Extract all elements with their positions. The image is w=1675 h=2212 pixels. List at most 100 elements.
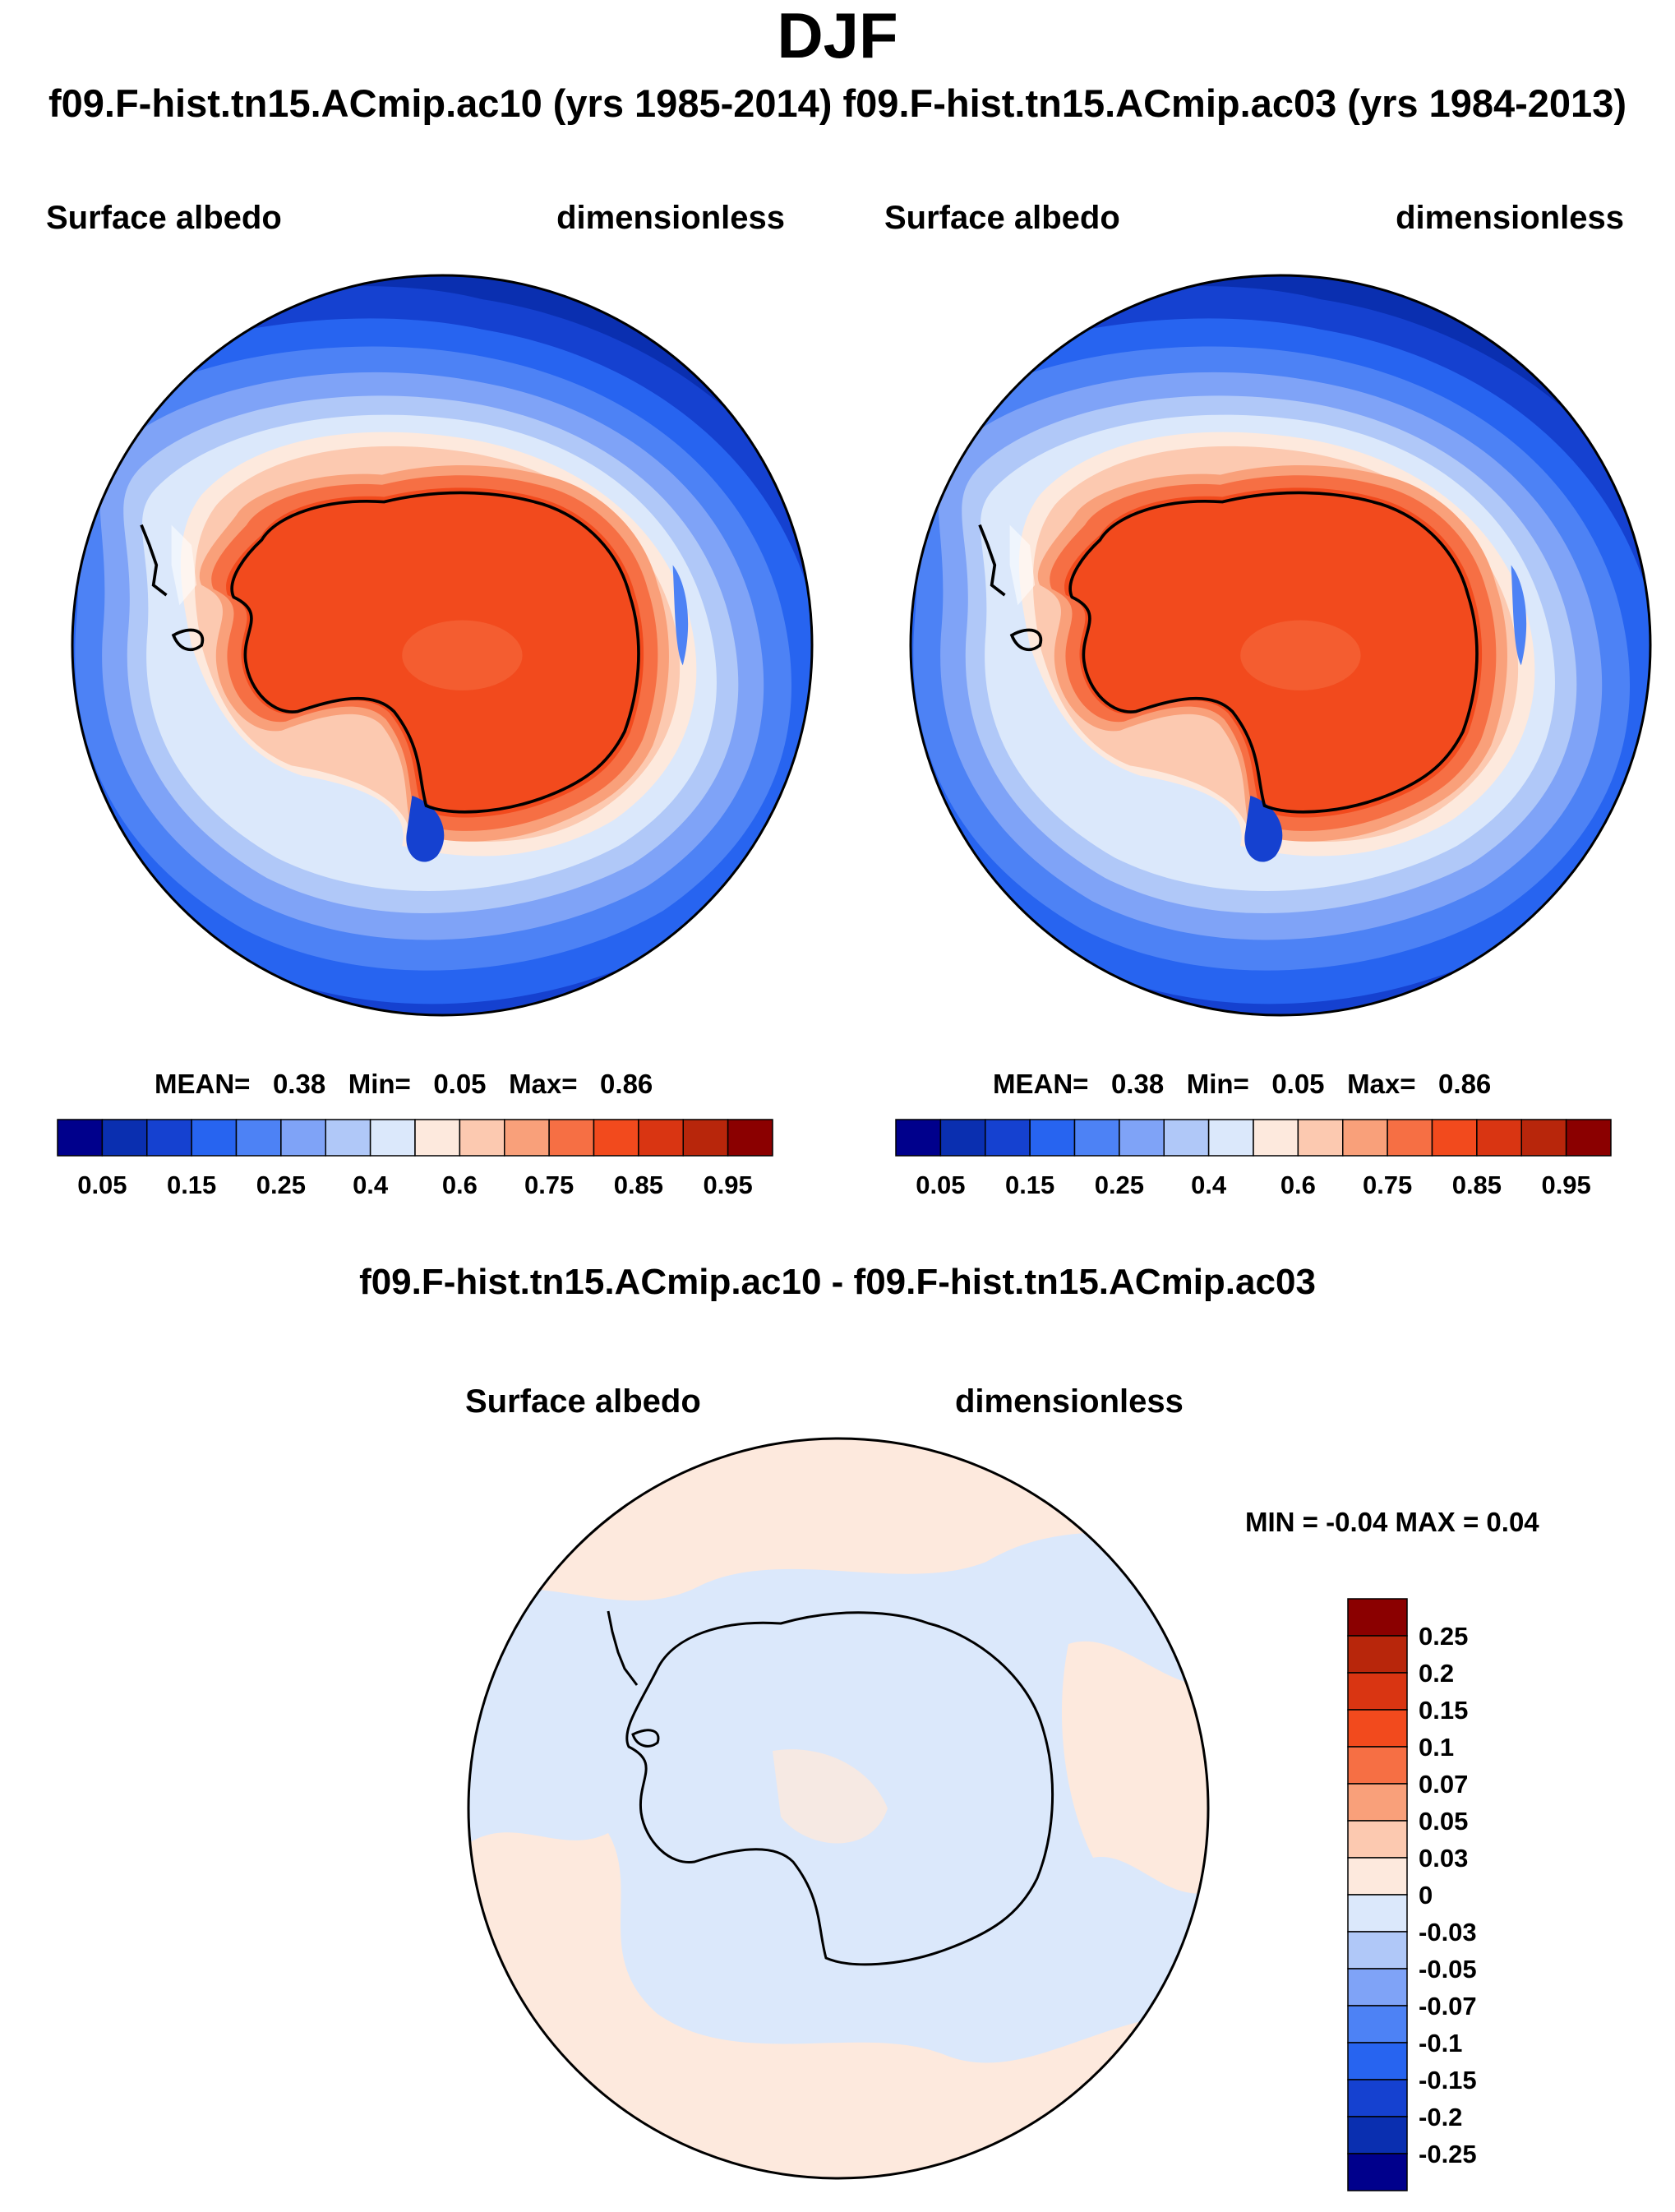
panel2-variable-label: Surface albedo — [884, 200, 1120, 236]
colorbar-box — [985, 1119, 1031, 1157]
diff-colorbar-box — [1347, 1857, 1408, 1896]
diff-colorbar-tick-label: 0.05 — [1419, 1807, 1468, 1836]
diff-colorbar-tick-label: -0.2 — [1419, 2103, 1462, 2131]
colorbar-box — [504, 1119, 550, 1157]
diff-colorbar: 0.25 0.2 0.15 0.1 0.07 0.05 0.03 0 -0.03 -0.05 -0.… — [1347, 1598, 1477, 2191]
colorbar-tick-label: 0.05 — [77, 1171, 127, 1199]
colorbar-tick-label: 0.15 — [1005, 1171, 1054, 1199]
colorbar-box — [459, 1119, 505, 1157]
panel1-max-value: 0.86 — [600, 1069, 653, 1099]
colorbar-tick-label: 0.25 — [256, 1171, 306, 1199]
diff-colorbar-box — [1347, 1894, 1408, 1933]
colorbar-tick-label: 0.75 — [1363, 1171, 1412, 1199]
colorbar-box — [1073, 1119, 1120, 1157]
panel1-variable-label: Surface albedo — [46, 200, 282, 236]
colorbar-box — [146, 1119, 192, 1157]
panel2-min-value: 0.05 — [1271, 1069, 1325, 1099]
diff-colorbar-tick-label: 0.2 — [1419, 1659, 1454, 1688]
colorbar-tick-label: 0.05 — [916, 1171, 965, 1199]
colorbar-box — [280, 1119, 326, 1157]
colorbar-box — [1565, 1119, 1612, 1157]
panel1-mean-value: 0.38 — [272, 1069, 326, 1099]
colorbar-tick-label: 0.85 — [1452, 1171, 1502, 1199]
colorbar-box — [1476, 1119, 1522, 1157]
panel2-mean-value: 0.38 — [1110, 1069, 1165, 1099]
min-label: Min= — [348, 1069, 411, 1099]
panel2-max-value: 0.86 — [1438, 1069, 1492, 1099]
colorbar-box — [369, 1119, 416, 1157]
difference-map — [467, 1437, 1210, 2180]
diff-colorbar-box — [1347, 1931, 1408, 1970]
colorbar-box — [1297, 1119, 1344, 1157]
diff-colorbar-box — [1347, 1968, 1408, 2007]
colorbar-tick-label: 0.95 — [703, 1171, 752, 1199]
diff-colorbar-tick-label: 0.15 — [1419, 1696, 1468, 1725]
diff-colorbar-box — [1347, 2042, 1408, 2080]
colorbar-tick-label: 0.75 — [524, 1171, 574, 1199]
panel2-colorbar: 0.05 0.15 0.25 0.4 0.6 0.75 0.85 0.95 — [895, 1119, 1612, 1199]
panel1-stats: MEAN= 0.38 Min= 0.05 Max= 0.86 — [155, 1069, 653, 1100]
diff-colorbar-tick-label: -0.03 — [1419, 1918, 1477, 1946]
panel2-units-label: dimensionless — [1396, 200, 1624, 236]
diff-min-max-text: MIN = -0.04 MAX = 0.04 — [1245, 1507, 1539, 1537]
diff-colorbar-tick-label: -0.05 — [1419, 1955, 1477, 1983]
panel1-map — [71, 274, 814, 1017]
diff-colorbar-box — [1347, 1672, 1408, 1711]
diff-colorbar-tick-label: 0.07 — [1419, 1770, 1468, 1799]
mean-label: MEAN= — [993, 1069, 1089, 1099]
min-label: Min= — [1186, 1069, 1249, 1099]
colorbar-tick-label: 0.15 — [167, 1171, 216, 1199]
diff-colorbar-box — [1347, 1709, 1408, 1748]
colorbar-box — [1431, 1119, 1478, 1157]
max-label: Max= — [509, 1069, 578, 1099]
colorbar-tick-label: 0.95 — [1541, 1171, 1590, 1199]
colorbar-box — [191, 1119, 238, 1157]
colorbar-box — [939, 1119, 986, 1157]
colorbar-box — [727, 1119, 773, 1157]
colorbar-box — [235, 1119, 282, 1157]
colorbar-box — [414, 1119, 461, 1157]
colorbar-box — [1520, 1119, 1567, 1157]
mean-label: MEAN= — [155, 1069, 251, 1099]
colorbar-tick-label: 0.4 — [353, 1171, 389, 1199]
colorbar-box — [1119, 1119, 1165, 1157]
diff-colorbar-box — [1347, 2153, 1408, 2191]
panel1-units-label: dimensionless — [556, 200, 785, 236]
diff-colorbar-box — [1347, 1820, 1408, 1859]
diff-colorbar-box — [1347, 2079, 1408, 2117]
colorbar-tick-label: 0.6 — [442, 1171, 478, 1199]
diff-colorbar-tick-label: -0.15 — [1419, 2066, 1477, 2094]
diff-variable-label: Surface albedo — [465, 1383, 701, 1420]
colorbar-box — [1207, 1119, 1254, 1157]
panel1-min-value: 0.05 — [433, 1069, 487, 1099]
diff-colorbar-tick-label: 0.25 — [1419, 1622, 1468, 1651]
colorbar-box — [1163, 1119, 1210, 1157]
colorbar-tick-label: 0.85 — [614, 1171, 663, 1199]
diff-units-label: dimensionless — [955, 1383, 1184, 1420]
colorbar-box — [895, 1119, 942, 1157]
figure-title: DJF — [777, 0, 898, 72]
colorbar-box — [1387, 1119, 1433, 1157]
comparison-title: f09.F-hist.tn15.ACmip.ac10 (yrs 1985-201… — [48, 81, 1627, 125]
colorbar-box — [593, 1119, 639, 1157]
diff-colorbar-box — [1347, 1635, 1408, 1674]
colorbar-box — [1253, 1119, 1299, 1157]
diff-colorbar-tick-label: -0.07 — [1419, 1992, 1477, 2020]
colorbar-box — [1029, 1119, 1076, 1157]
colorbar-box — [57, 1119, 104, 1157]
diff-colorbar-tick-label: 0.1 — [1419, 1733, 1454, 1762]
diff-colorbar-box — [1347, 2116, 1408, 2154]
diff-colorbar-tick-label: 0 — [1419, 1881, 1433, 1910]
colorbar-tick-label: 0.6 — [1280, 1171, 1316, 1199]
colorbar-box — [548, 1119, 595, 1157]
colorbar-box — [682, 1119, 729, 1157]
panel1-colorbar: 0.05 0.15 0.25 0.4 0.6 0.75 0.85 0.95 — [57, 1119, 773, 1199]
difference-title: f09.F-hist.tn15.ACmip.ac10 - f09.F-hist.… — [359, 1262, 1316, 1302]
colorbar-box — [638, 1119, 684, 1157]
panel2-map — [909, 274, 1652, 1017]
diff-colorbar-box — [1347, 2005, 1408, 2043]
colorbar-tick-label: 0.4 — [1191, 1171, 1227, 1199]
diff-colorbar-box — [1347, 1783, 1408, 1822]
panel2-stats: MEAN= 0.38 Min= 0.05 Max= 0.86 — [993, 1069, 1491, 1100]
